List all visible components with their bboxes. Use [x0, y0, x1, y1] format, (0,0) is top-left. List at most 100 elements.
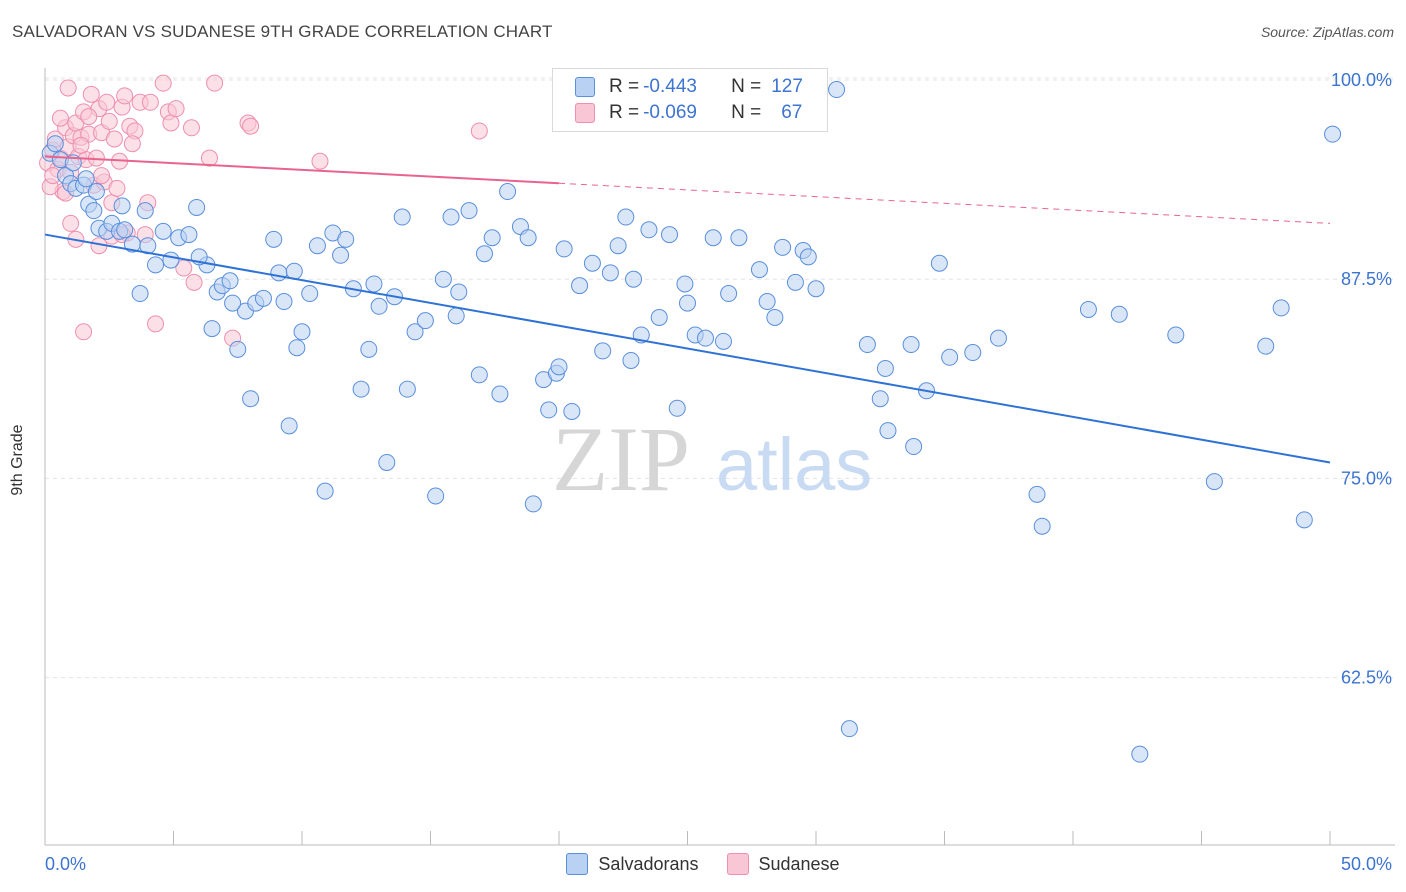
salvadoran-point: [393, 208, 411, 226]
sudanese-point: [162, 114, 180, 132]
sudanese-point: [98, 93, 116, 111]
salvadoran-point: [730, 229, 748, 247]
salvadoran-point: [840, 720, 858, 738]
salvadoran-point: [1131, 745, 1149, 763]
legend-swatch-blue: [575, 77, 595, 97]
salvadorans-trend-line: [44, 233, 1331, 464]
salvadoran-point: [434, 270, 452, 288]
salvadoran-point: [1272, 299, 1290, 317]
salvadoran-point: [450, 283, 468, 301]
salvadoran-point: [601, 264, 619, 282]
sudanese-point: [51, 109, 69, 127]
sudanese-point: [311, 152, 329, 170]
salvadoran-point: [563, 402, 581, 420]
salvadoran-point: [622, 351, 640, 369]
salvadoran-point: [1110, 305, 1128, 323]
correlation-legend: R = -0.443 N = 127 R = -0.069 N = 67: [552, 68, 828, 132]
legend-item-sudanese[interactable]: Sudanese: [726, 853, 840, 875]
salvadoran-point: [316, 482, 334, 500]
y-tick-label: 75.0%: [1341, 468, 1392, 488]
salvadoran-point: [876, 359, 894, 377]
sudanese-point: [100, 112, 118, 130]
salvadoran-point: [1033, 517, 1051, 535]
salvadoran-point: [774, 238, 792, 256]
r-label: R =: [609, 102, 640, 123]
sudanese-point: [141, 93, 159, 111]
salvadoran-point: [337, 230, 355, 248]
legend-row-sudanese: R = -0.069 N = 67: [575, 101, 802, 125]
watermark: ZIP atlas: [552, 408, 872, 510]
sudanese-point: [116, 87, 134, 105]
salvadoran-point: [1028, 485, 1046, 503]
salvadoran-point: [964, 344, 982, 362]
salvadoran-point: [301, 285, 319, 303]
legend-item-salvadorans[interactable]: Salvadorans: [566, 853, 699, 875]
salvadoran-point: [136, 202, 154, 220]
salvadoran-point: [1205, 473, 1223, 491]
sudanese-point: [75, 323, 93, 341]
sudanese-point: [80, 108, 98, 126]
sudanese-point: [154, 74, 172, 92]
salvadoran-point: [1079, 300, 1097, 318]
salvadoran-point: [676, 275, 694, 293]
salvadoran-point: [154, 222, 172, 240]
salvadoran-point: [799, 248, 817, 266]
salvadoran-point: [930, 254, 948, 272]
salvadoran-point: [280, 417, 298, 435]
sudanese-point: [185, 273, 203, 291]
salvadoran-point: [483, 229, 501, 247]
legend-swatch-blue: [566, 853, 589, 875]
r-label: R =: [609, 76, 640, 97]
salvadoran-point: [786, 273, 804, 291]
series-salvadorans: [41, 81, 1342, 763]
x-tick-label: 0.0%: [45, 854, 86, 874]
salvadoran-point: [1257, 337, 1275, 355]
salvadoran-point: [661, 226, 679, 244]
sudanese-point: [200, 149, 218, 167]
salvadoran-point: [275, 293, 293, 311]
sudanese-point: [72, 136, 90, 154]
salvadoran-point: [519, 229, 537, 247]
legend-swatch-pink: [575, 103, 595, 123]
salvadoran-point: [594, 342, 612, 360]
salvadoran-point: [902, 336, 920, 354]
salvadoran-point: [221, 272, 239, 290]
sudanese-point: [93, 167, 111, 185]
sudanese-point: [147, 315, 165, 333]
sudanese-point: [470, 122, 488, 140]
legend-label: Salvadorans: [598, 853, 699, 874]
n-label: N =: [731, 102, 762, 123]
salvadoran-point: [524, 495, 542, 513]
salvadoran-point: [308, 237, 326, 255]
salvadoran-point: [571, 277, 589, 295]
salvadoran-point: [704, 229, 722, 247]
sudanese-point: [62, 214, 80, 232]
salvadoran-point: [617, 208, 635, 226]
salvadoran-point: [265, 230, 283, 248]
salvadoran-point: [370, 297, 388, 315]
salvadoran-point: [879, 422, 897, 440]
salvadoran-point: [555, 240, 573, 258]
r-value: -0.443: [643, 76, 697, 97]
source-label: Source: ZipAtlas.com: [1260, 24, 1394, 40]
sudanese-trend-line: [44, 155, 560, 185]
salvadoran-point: [460, 202, 478, 220]
salvadoran-point: [807, 280, 825, 298]
series-legend: Salvadorans Sudanese: [0, 852, 1406, 876]
salvadoran-point: [254, 289, 272, 307]
salvadoran-point: [766, 308, 784, 326]
legend-swatch-pink: [726, 853, 749, 875]
sudanese-point: [82, 85, 100, 103]
salvadoran-point: [871, 390, 889, 408]
sudanese-point: [59, 79, 77, 97]
salvadoran-point: [583, 254, 601, 272]
salvadoran-point: [750, 261, 768, 279]
salvadoran-point: [378, 453, 396, 471]
salvadoran-point: [332, 246, 350, 264]
salvadoran-point: [203, 320, 221, 338]
salvadoran-point: [475, 245, 493, 263]
sudanese-point: [123, 135, 141, 153]
tick-labels: 62.5% 75.0% 87.5% 100.0% 0.0% 50.0%: [45, 70, 1392, 874]
legend-label: Sudanese: [758, 853, 840, 874]
